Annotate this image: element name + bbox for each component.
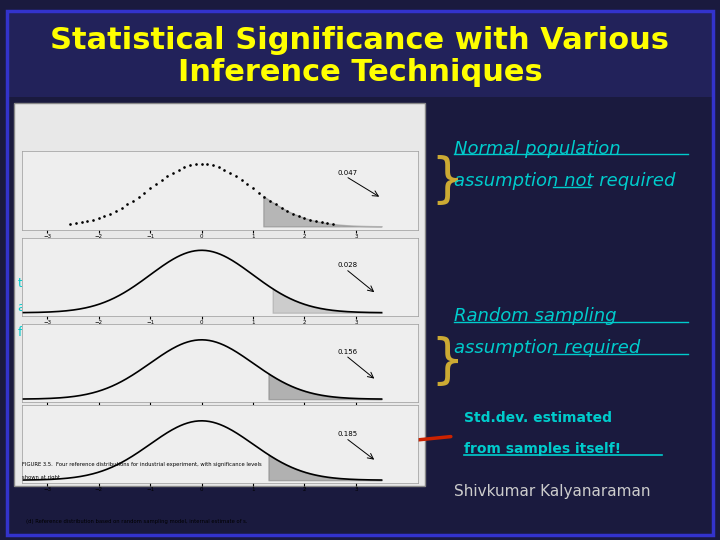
- Text: assumption not required: assumption not required: [454, 172, 675, 190]
- Text: Std.dev. estimated: Std.dev. estimated: [464, 411, 613, 426]
- Text: Statistical Significance with Various: Statistical Significance with Various: [50, 26, 670, 55]
- Text: assumption required: assumption required: [454, 339, 640, 357]
- Text: 0.028: 0.028: [338, 262, 358, 268]
- Text: 0.156: 0.156: [338, 349, 358, 355]
- Text: t-distribution: t-distribution: [18, 277, 99, 290]
- Text: (b) External t reference distribution.: (b) External t reference distribution.: [26, 351, 121, 356]
- Text: 0.185: 0.185: [338, 431, 358, 437]
- Text: Normal population: Normal population: [454, 139, 620, 158]
- Text: 0.047: 0.047: [338, 170, 358, 176]
- FancyBboxPatch shape: [7, 11, 713, 97]
- Text: }: }: [431, 336, 464, 388]
- Text: Random sampling: Random sampling: [454, 307, 616, 325]
- Text: for gaussian!: for gaussian!: [18, 326, 100, 339]
- FancyBboxPatch shape: [14, 103, 425, 486]
- Text: (d) Reference distribution based on random sampling model, internal estimate of : (d) Reference distribution based on rand…: [26, 518, 247, 524]
- Text: an approx.: an approx.: [18, 301, 85, 314]
- Text: from samples itself!: from samples itself!: [464, 442, 621, 456]
- Text: (a) External reference distribution.: (a) External reference distribution.: [26, 265, 117, 270]
- Text: FIGURE 3.5.  Four reference distributions for industrial experiment, with signif: FIGURE 3.5. Four reference distributions…: [22, 462, 261, 467]
- Text: Shivkumar Kalyanaraman: Shivkumar Kalyanaraman: [454, 484, 650, 499]
- Text: shown at right.: shown at right.: [22, 475, 61, 480]
- Text: (c) Reference distribution based on random sampling model, external value for s.: (c) Reference distribution based on rand…: [26, 437, 241, 443]
- Text: Inference Techniques: Inference Techniques: [178, 58, 542, 87]
- Text: }: }: [431, 155, 464, 207]
